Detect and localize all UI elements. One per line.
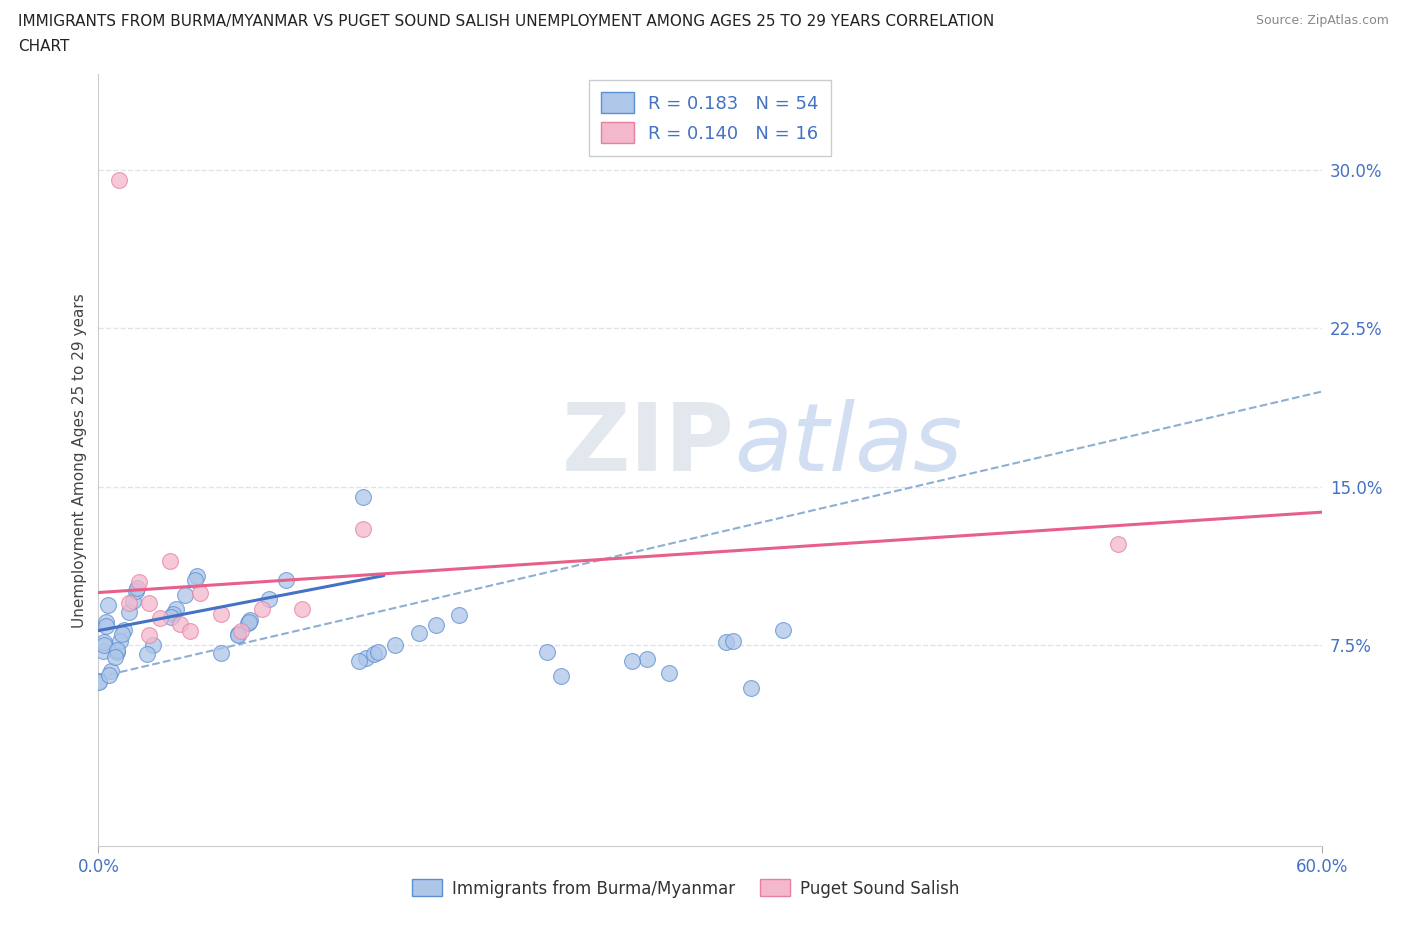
Point xyxy=(160,609,183,624)
Point xyxy=(363,646,385,661)
Point xyxy=(184,573,207,588)
Text: atlas: atlas xyxy=(734,399,963,490)
Point xyxy=(250,602,273,617)
Point xyxy=(104,649,127,664)
Point xyxy=(91,644,114,658)
Point xyxy=(118,595,141,610)
Legend: Immigrants from Burma/Myanmar, Puget Sound Salish: Immigrants from Burma/Myanmar, Puget Sou… xyxy=(405,872,966,904)
Text: IMMIGRANTS FROM BURMA/MYANMAR VS PUGET SOUND SALISH UNEMPLOYMENT AMONG AGES 25 T: IMMIGRANTS FROM BURMA/MYANMAR VS PUGET S… xyxy=(18,14,994,29)
Text: ZIP: ZIP xyxy=(561,399,734,491)
Point xyxy=(136,646,159,661)
Point xyxy=(138,628,160,643)
Point xyxy=(721,633,744,648)
Y-axis label: Unemployment Among Ages 25 to 29 years: Unemployment Among Ages 25 to 29 years xyxy=(72,293,87,628)
Point xyxy=(209,606,232,621)
Point xyxy=(238,614,260,629)
Point xyxy=(291,602,314,617)
Point xyxy=(89,674,111,689)
Point xyxy=(239,613,262,628)
Point xyxy=(122,593,145,608)
Point xyxy=(169,617,191,631)
Text: Source: ZipAtlas.com: Source: ZipAtlas.com xyxy=(1256,14,1389,27)
Point xyxy=(128,575,150,590)
Point xyxy=(110,633,132,648)
Point xyxy=(352,522,374,537)
Point xyxy=(447,607,470,622)
Point xyxy=(188,585,212,600)
Point xyxy=(257,591,280,606)
Point xyxy=(209,645,232,660)
Point xyxy=(111,627,134,642)
Point xyxy=(125,583,148,598)
Point xyxy=(138,595,160,610)
Point xyxy=(636,651,658,666)
Point xyxy=(93,634,115,649)
Point xyxy=(356,650,378,665)
Point xyxy=(236,616,259,631)
Point xyxy=(142,637,165,652)
Point xyxy=(89,674,111,689)
Point xyxy=(384,637,406,652)
Point xyxy=(1107,537,1129,551)
Point xyxy=(226,627,249,642)
Point xyxy=(179,623,201,638)
Point xyxy=(740,680,762,695)
Point xyxy=(127,581,149,596)
Point xyxy=(98,668,121,683)
Point xyxy=(367,645,389,660)
Point xyxy=(162,607,184,622)
Point xyxy=(94,619,117,634)
Point xyxy=(174,588,197,603)
Point xyxy=(107,643,129,658)
Point xyxy=(621,654,644,669)
Point xyxy=(231,623,253,638)
Point xyxy=(425,618,447,632)
Point xyxy=(112,622,135,637)
Point xyxy=(347,654,370,669)
Point xyxy=(149,610,172,625)
Point xyxy=(408,626,430,641)
Point xyxy=(159,553,181,568)
Point xyxy=(105,644,128,659)
Point xyxy=(714,634,737,649)
Point xyxy=(226,627,249,642)
Point xyxy=(96,615,118,630)
Point xyxy=(108,173,131,188)
Point xyxy=(186,568,208,583)
Point xyxy=(93,638,115,653)
Point xyxy=(536,644,558,659)
Point xyxy=(97,597,120,612)
Point xyxy=(352,490,374,505)
Point xyxy=(100,663,122,678)
Point xyxy=(118,605,141,620)
Point xyxy=(658,666,681,681)
Point xyxy=(274,572,297,587)
Text: CHART: CHART xyxy=(18,39,70,54)
Point xyxy=(165,602,187,617)
Point xyxy=(550,669,572,684)
Point xyxy=(772,623,794,638)
